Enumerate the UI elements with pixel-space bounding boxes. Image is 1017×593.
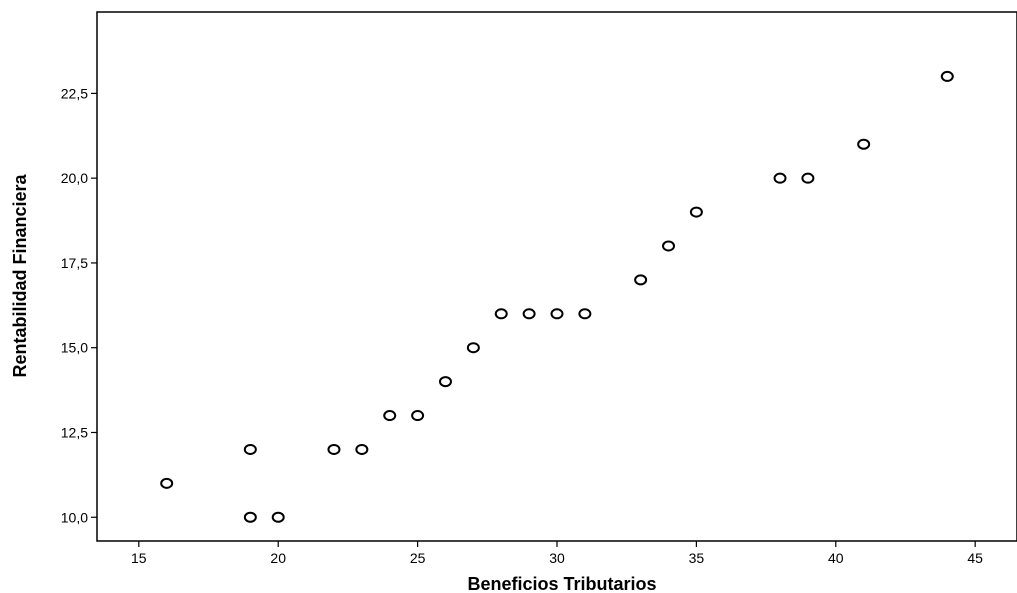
x-axis-title: Beneficios Tributarios <box>467 574 656 593</box>
data-point <box>801 172 815 184</box>
data-point <box>773 172 787 184</box>
data-point <box>494 308 508 320</box>
x-tick-label: 40 <box>828 550 844 566</box>
data-point <box>578 308 592 320</box>
data-point <box>634 274 648 286</box>
x-tick-label: 35 <box>689 550 705 566</box>
x-axis: 15 20 25 30 35 40 45 <box>131 541 983 566</box>
data-point <box>411 410 425 422</box>
data-points <box>160 70 954 523</box>
data-point <box>271 511 285 523</box>
data-point <box>243 511 257 523</box>
data-point <box>522 308 536 320</box>
data-point <box>857 138 871 150</box>
y-axis-title: Rentabilidad Financiera <box>10 173 30 377</box>
x-tick-label: 45 <box>967 550 983 566</box>
y-axis: 10,0 12,5 15,0 17,5 20,0 22,5 <box>61 85 97 525</box>
data-point <box>160 477 174 489</box>
data-point <box>355 443 369 455</box>
data-point <box>662 240 676 252</box>
data-point <box>243 443 257 455</box>
data-point <box>940 70 954 82</box>
y-tick-label: 20,0 <box>61 170 88 186</box>
x-tick-label: 25 <box>410 550 426 566</box>
data-point <box>466 342 480 354</box>
x-tick-label: 15 <box>131 550 147 566</box>
data-point <box>689 206 703 218</box>
x-tick-label: 20 <box>270 550 286 566</box>
y-tick-label: 12,5 <box>61 424 88 440</box>
y-tick-label: 17,5 <box>61 255 88 271</box>
data-point <box>438 376 452 388</box>
data-point <box>550 308 564 320</box>
data-point <box>327 443 341 455</box>
y-tick-label: 10,0 <box>61 509 88 525</box>
data-point <box>383 410 397 422</box>
y-tick-label: 15,0 <box>61 340 88 356</box>
plot-frame <box>96 11 1017 542</box>
y-tick-label: 22,5 <box>61 85 88 101</box>
x-tick-label: 30 <box>549 550 565 566</box>
